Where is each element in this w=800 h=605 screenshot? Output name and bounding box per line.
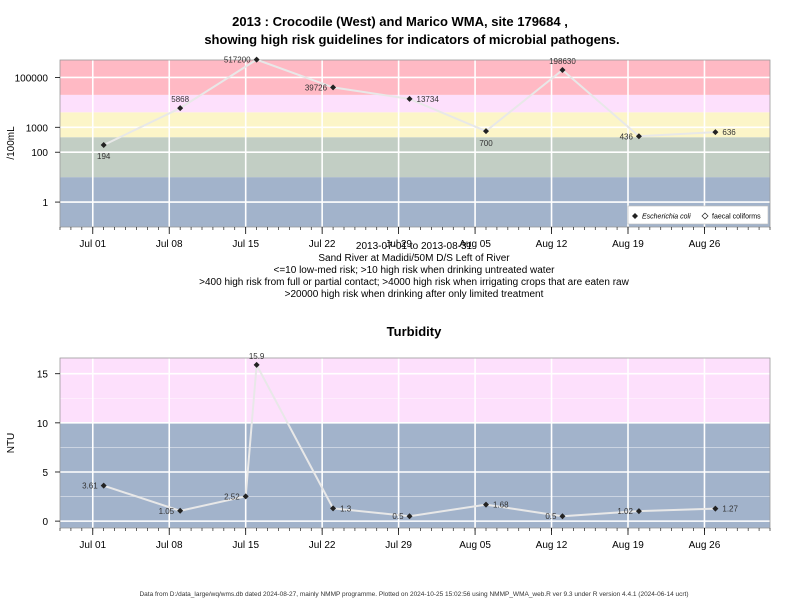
data-point [406, 513, 413, 520]
data-label: 13734 [417, 95, 440, 104]
risk-band [60, 94, 770, 113]
data-point [712, 505, 719, 512]
y-tick-label: 1000 [26, 123, 49, 134]
data-point [253, 361, 260, 368]
data-label: 1.02 [617, 507, 633, 516]
data-label: 194 [97, 152, 111, 161]
data-point [177, 507, 184, 514]
data-label: 5868 [171, 95, 189, 104]
x-tick-label: Jul 01 [79, 540, 106, 551]
legend-box [627, 205, 769, 225]
data-label: 1.68 [493, 501, 509, 510]
x-tick-label: Jul 15 [232, 239, 259, 250]
data-point [559, 66, 566, 73]
data-point [483, 501, 489, 508]
data-point [253, 56, 260, 63]
y-tick-label: 15 [37, 370, 49, 381]
y-tick-label: 1 [42, 198, 48, 209]
data-label: 517200 [224, 56, 251, 65]
data-label: 700 [479, 139, 493, 148]
legend-marker-open [701, 212, 709, 220]
data-label: 0.5 [545, 512, 557, 521]
subtitle-line: 2013-07-01 to 2013-08-31 [356, 241, 473, 252]
data-point [483, 128, 489, 135]
data-label: 636 [722, 128, 736, 137]
data-point [100, 142, 107, 149]
subtitle-line: >20000 high risk when drinking after onl… [285, 289, 544, 300]
x-tick-label: Aug 26 [689, 239, 721, 250]
data-point [559, 513, 566, 520]
data-point [406, 95, 413, 102]
subtitle-line: Sand River at Madidi/50M D/S Left of Riv… [318, 253, 510, 264]
risk-band [60, 112, 770, 138]
legend-marker-filled [632, 213, 638, 219]
ecoli-panel: Jul 01 Jul 08 Jul 15 Jul 22 Jul 29 Aug 05 Aug … [6, 56, 771, 250]
y-tick-label: 10 [37, 419, 49, 430]
data-label: 2.52 [224, 492, 240, 501]
data-point [330, 505, 337, 512]
data-label: 3.61 [82, 482, 98, 491]
data-label: 39726 [305, 83, 328, 92]
x-tick-label: Jul 29 [385, 239, 412, 250]
risk-band [60, 358, 770, 423]
chart-title-line2: showing high risk guidelines for indicat… [204, 32, 619, 47]
data-point [635, 133, 642, 140]
turbidity-panel: Jul 01 Jul 08 Jul 15 Jul 22 Jul 29 Aug 05 Aug … [6, 324, 771, 551]
data-label: 198630 [549, 57, 576, 66]
y-tick-label: 100 [31, 148, 48, 159]
x-tick-label: Aug 12 [536, 540, 568, 551]
data-label: 436 [620, 132, 634, 141]
subtitle-line: <=10 low-med risk; >10 high risk when dr… [274, 265, 556, 276]
x-tick-label: Jul 15 [232, 540, 259, 551]
plot-frame [59, 59, 771, 228]
x-tick-label: Jul 08 [156, 239, 183, 250]
series-line [103, 361, 716, 518]
x-tick-label: Jul 01 [79, 239, 106, 250]
legend-entry: Escherichia coli [642, 214, 691, 221]
subtitle-line: >400 high risk from full or partial cont… [199, 277, 629, 288]
x-tick-label: Aug 26 [689, 540, 721, 551]
x-tick-label: Aug 19 [612, 239, 644, 250]
panel-title: Turbidity [387, 324, 442, 339]
risk-band [60, 137, 770, 178]
y-tick-label: 100000 [15, 73, 49, 84]
chart-title-line1: 2013 : Crocodile (West) and Marico WMA, … [232, 14, 568, 29]
footer-note: Data from D:/data_large/wq/wms.db dated … [139, 591, 688, 598]
y-axis-label: NTU [6, 433, 17, 454]
data-label: 1.05 [159, 507, 175, 516]
data-point [177, 105, 184, 112]
y-tick-label: 0 [42, 517, 48, 528]
data-point [330, 84, 337, 91]
x-tick-label: Aug 05 [459, 540, 491, 551]
y-axis-label: /100mL [6, 126, 17, 160]
x-tick-label: Jul 22 [309, 239, 336, 250]
x-tick-label: Aug 05 [459, 239, 491, 250]
y-tick-label: 5 [42, 468, 48, 479]
data-point [712, 129, 719, 136]
data-point [100, 482, 107, 489]
x-tick-label: Aug 12 [536, 239, 568, 250]
x-tick-label: Jul 08 [156, 540, 183, 551]
x-tick-label: Jul 22 [309, 540, 336, 551]
data-label: 1.3 [340, 504, 352, 513]
x-tick-label: Jul 29 [385, 540, 412, 551]
plot-frame [59, 357, 771, 529]
data-label: 15.9 [249, 352, 265, 361]
data-label: 0.5 [392, 512, 404, 521]
data-label: 1.27 [722, 505, 738, 514]
data-point [242, 493, 249, 500]
data-point [635, 508, 642, 515]
x-tick-label: Aug 19 [612, 540, 644, 551]
legend-entry: faecal coliforms [712, 214, 761, 221]
